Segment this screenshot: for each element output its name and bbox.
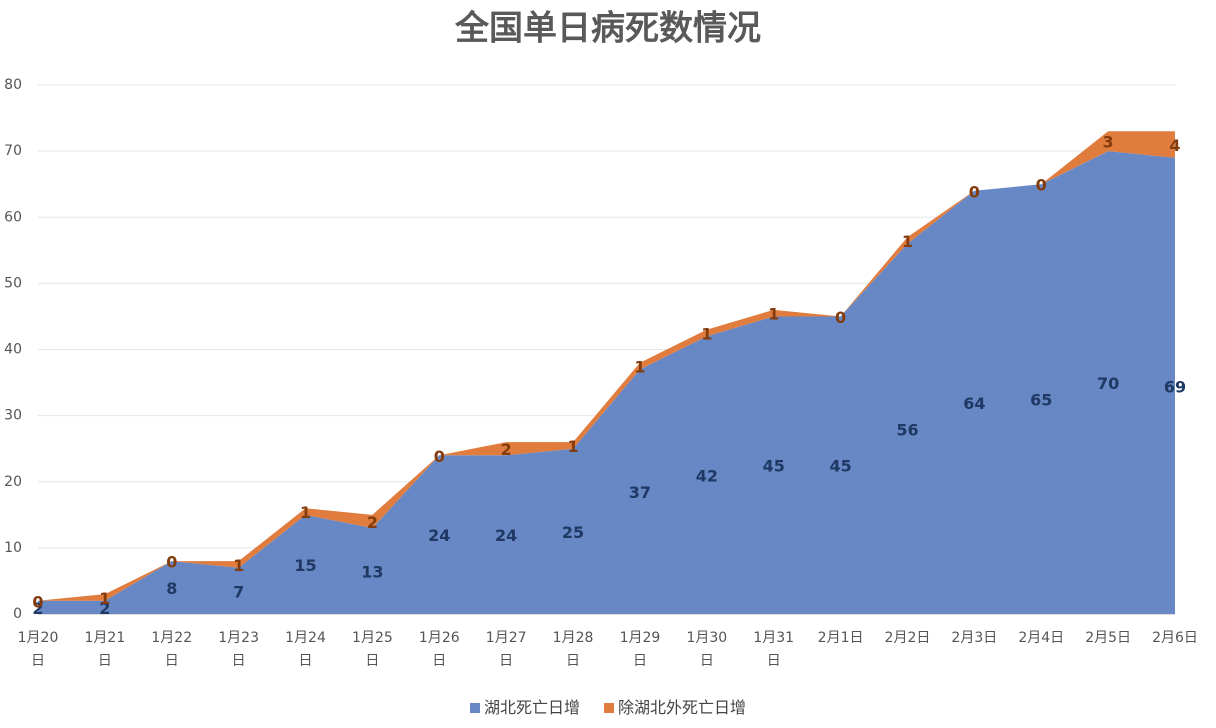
y-tick-label: 30 [4,408,22,424]
data-label: 0 [835,308,846,327]
x-tick-label: 1月31日 [753,630,795,669]
data-label: 45 [763,457,785,476]
x-tick-label: 2月6日 [1152,630,1198,646]
legend-label: 除湖北外死亡日增 [618,698,747,717]
y-tick-label: 40 [4,342,22,358]
data-label: 37 [629,483,651,502]
data-label: 7 [233,582,244,601]
data-label: 1 [768,305,779,324]
area [38,151,1175,614]
y-tick-label: 70 [4,143,22,159]
data-label: 45 [829,457,851,476]
y-tick-label: 0 [13,606,22,622]
x-tick-label: 1月24日 [285,630,326,669]
x-tick-label: 1月22日 [151,630,193,669]
data-label: 0 [166,553,177,572]
data-label: 0 [1036,176,1047,195]
y-tick-label: 10 [4,540,22,556]
data-label: 2 [32,599,43,618]
data-label: 64 [963,394,985,413]
data-label: 1 [701,324,712,343]
legend-swatch [604,703,614,713]
data-label: 13 [361,563,383,582]
x-tick-label: 1月29日 [619,630,661,669]
data-label: 8 [166,579,177,598]
x-tick-label: 2月5日 [1085,630,1132,646]
data-label: 2 [99,599,110,618]
chart-title: 全国单日病死数情况 [454,9,761,49]
legend-swatch [469,703,480,713]
x-tick-label: 1月27日 [485,630,527,669]
data-label: 69 [1164,377,1186,396]
x-tick-label: 2月4日 [1018,630,1065,646]
data-label: 0 [969,182,980,201]
y-tick-label: 20 [4,474,22,490]
data-label: 42 [696,467,718,486]
y-tick-label: 50 [4,275,22,291]
data-label: 3 [1103,133,1114,152]
data-label: 1 [99,589,110,608]
legend-item: 湖北死亡日增 [469,698,580,717]
legend-label: 湖北死亡日增 [483,698,580,717]
x-tick-label: 2月2日 [884,630,931,646]
data-label: 24 [428,526,450,545]
data-label: 1 [902,232,913,251]
data-label: 25 [562,523,584,542]
x-tick-label: 1月23日 [218,630,259,669]
x-tick-label: 1月28日 [552,630,594,669]
x-tick-label: 2月3日 [951,630,998,646]
y-tick-label: 80 [4,77,22,93]
data-label: 2 [501,440,512,459]
data-label: 70 [1097,374,1119,393]
x-tick-label: 1月26日 [418,630,460,669]
data-label: 1 [233,556,244,575]
data-label: 65 [1030,391,1052,410]
x-tick-label: 2月1日 [817,630,864,646]
legend: 湖北死亡日增 除湖北外死亡日增 [0,694,1216,718]
legend-item: 除湖北外死亡日增 [604,698,746,717]
data-label: 1 [634,358,645,377]
data-label: 1 [567,437,578,456]
data-label: 0 [32,592,43,611]
data-label: 2 [367,513,378,532]
x-tick-label: 1月30日 [686,630,728,669]
data-label: 1 [300,503,311,522]
data-label: 56 [896,420,918,439]
data-label: 15 [294,556,316,575]
y-tick-label: 60 [4,209,22,225]
data-label: 24 [495,526,517,545]
x-tick-label: 1月20日 [17,630,59,669]
x-tick-label: 1月21日 [84,630,126,669]
data-label: 4 [1169,136,1180,155]
x-tick-label: 1月25日 [352,630,393,669]
data-label: 0 [434,447,445,466]
